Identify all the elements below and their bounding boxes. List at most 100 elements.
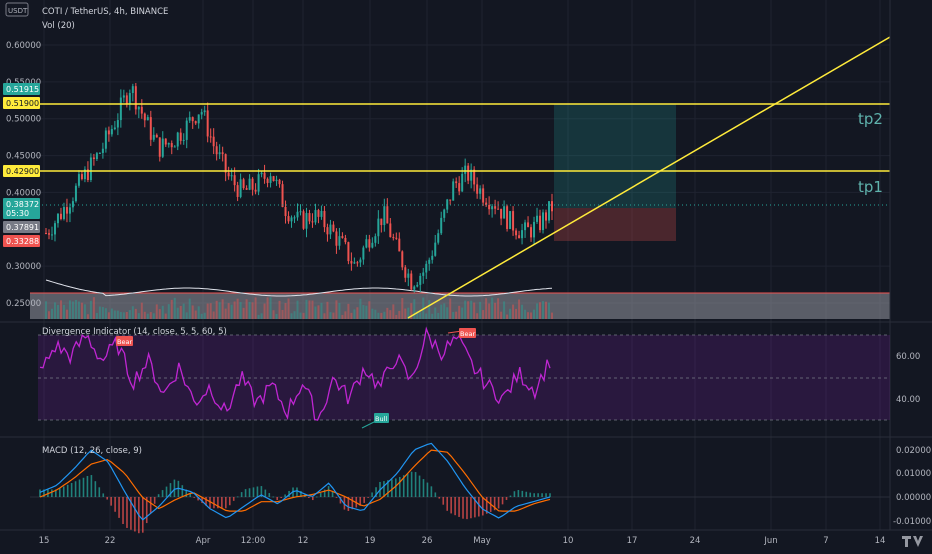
macd-histogram-bar [276,497,279,501]
macd-histogram-bar [51,489,53,497]
candle-body [446,199,449,210]
volume-bar [482,310,485,319]
candle-body [398,238,401,252]
symbol-title[interactable]: COTI / TetherUS, 4h, BINANCE [42,7,168,17]
volume-bar [431,313,434,319]
trend-line[interactable] [407,36,891,319]
candle-body [113,127,116,130]
volume-bar [350,312,353,319]
candle-body [314,210,317,223]
volume-bar [347,303,350,319]
price-tick-label: 0.40000 [6,188,41,198]
price-tick-label: 0.60000 [6,41,41,51]
time-axis-label: 19 [365,536,376,546]
candle-body [110,129,113,135]
macd-histogram-bar [525,491,528,497]
macd-tick-2: 0.00000 [896,493,931,503]
macd-legend[interactable]: MACD (12, 26, close, 9) [42,446,142,456]
macd-histogram-bar [395,478,397,497]
volume-bar [500,311,503,319]
candle-body [287,216,290,222]
candle-body [329,224,332,235]
divergence-band [38,335,890,420]
candle-body [179,132,182,141]
macd-histogram-bar [387,480,389,497]
volume-bar [119,312,122,319]
macd-histogram-bar [189,493,192,497]
candle-body [53,223,56,235]
candle-body [365,239,368,248]
macd-histogram-bar [55,489,57,497]
candle-body [284,206,287,217]
volume-bar [278,300,281,319]
macd-histogram-bar [272,496,275,498]
volume-bar [362,305,365,319]
candle-body [203,110,206,113]
divergence-legend[interactable]: Divergence Indicator (14, close, 5, 5, 6… [42,327,227,337]
candle-body [461,173,464,192]
macd-histogram-bar [58,488,61,497]
volume-bar [86,314,89,319]
time-axis-label: 24 [690,536,701,546]
volume-bar [236,298,239,319]
volume-legend[interactable]: Vol (20) [42,21,75,31]
macd-histogram-bar [173,479,176,497]
volume-bar [110,308,113,319]
price-tag-label: 0.51915 [6,85,39,94]
volume-bar [290,313,293,319]
candle-body [47,233,50,235]
volume-bar [146,313,149,319]
candle-body [206,110,209,137]
macd-histogram-bar [485,497,488,514]
volume-bar [269,297,272,319]
currency-badge[interactable] [5,2,29,17]
macd-histogram-bar [315,496,318,498]
macd-histogram-bar [410,471,413,497]
macd-histogram-bar [114,497,116,512]
volume-bar [491,297,494,319]
price-axis[interactable]: 0.60000 0.55000 0.50000 0.45000 0.40000 0.300… [6,41,41,309]
time-axis-label: May [473,536,491,546]
volume-bar [386,307,389,319]
macd-histogram-bar [43,489,45,497]
macd-histogram-bar [228,497,231,506]
macd-histogram-bar [383,481,385,497]
volume-bar [509,308,512,319]
divergence-pane[interactable]: Divergence Indicator (14, close, 5, 5, 6… [38,326,920,429]
macd-histogram-bar [470,497,472,519]
long-position-tool[interactable] [554,104,676,241]
bear-label-2-text: Bear [460,330,475,338]
candle-body [530,227,533,238]
volume-bar [179,305,182,319]
candle-body [515,230,518,236]
candle-body [125,95,128,105]
price-tick-label: 0.45000 [6,152,41,162]
macd-signal-line [39,449,551,512]
macd-histogram-bar [161,490,164,497]
candle-body [128,93,131,105]
candle-body [260,172,263,175]
macd-histogram-bar [351,497,354,510]
macd-pane[interactable]: MACD (12, 26, close, 9) 0.02000 0.01000 … [30,442,931,534]
candle-body [194,121,197,124]
bull-label [374,413,389,423]
candle-body [59,213,62,219]
macd-histogram-bar [268,493,271,497]
price-tick-label: 0.30000 [6,262,41,272]
price-tick-label: 0.55000 [6,78,41,88]
candle-body [89,157,92,181]
macd-histogram-bar [450,497,452,514]
macd-histogram-bar [86,476,89,497]
candle-body [83,169,86,180]
volume-bar [212,311,215,319]
time-axis[interactable]: 15 22 Apr 12:00 12 19 26 May 10 17 24 Jun 7 14 [39,536,886,546]
volume-bar [515,308,518,319]
candle-body [248,178,251,190]
candle-body [440,217,443,234]
volume-bar [455,311,458,319]
macd-histogram-bar [205,497,207,506]
